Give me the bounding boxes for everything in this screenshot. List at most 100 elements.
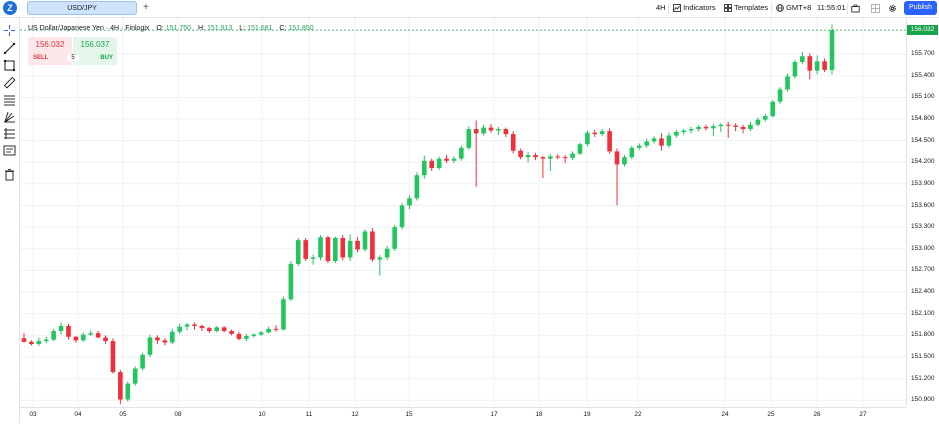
indicators-button[interactable]: Indicators xyxy=(673,3,716,13)
candle-body xyxy=(192,324,197,326)
sell-price: 156.032 xyxy=(35,40,65,49)
time-tick-label: 27 xyxy=(859,411,867,418)
time-tick-label: 15 xyxy=(405,411,413,418)
crosshair-tool[interactable] xyxy=(3,24,16,37)
price-axis[interactable]: 155.700 155.400 155.100 154.800 154.500 154.2… xyxy=(906,18,939,406)
candle-body xyxy=(21,338,27,342)
candle-body xyxy=(214,327,220,331)
rectangle-tool[interactable] xyxy=(3,59,16,72)
chart-legend: US Dollar/Japanese Yen · 4H · Finlogix O… xyxy=(28,24,314,33)
candle-body xyxy=(711,126,716,129)
candle-body xyxy=(370,231,375,260)
time-tick-label: 08 xyxy=(174,411,182,418)
briefcase-icon xyxy=(851,4,860,12)
divider xyxy=(668,3,669,14)
time-tick-label: 17 xyxy=(490,411,498,418)
time-tick-label: 24 xyxy=(721,411,729,418)
candle-body xyxy=(451,158,457,161)
ruler-icon xyxy=(3,76,16,89)
price-tick-label: 152.100 xyxy=(911,309,935,317)
buy-price: 156.037 xyxy=(80,40,110,49)
sell-button[interactable]: 156.032 SELL xyxy=(28,37,72,65)
candle-body xyxy=(681,130,687,132)
add-tab-button[interactable]: + xyxy=(143,2,149,13)
candle-body xyxy=(118,372,123,400)
candle-body xyxy=(258,332,264,335)
time-axis[interactable]: 03 04 05 08 10 11 12 15 17 18 19 22 24 25 26 27 xyxy=(20,407,906,424)
candle-body xyxy=(659,138,664,146)
candle-body xyxy=(570,153,575,158)
open-value: 151.750 xyxy=(165,25,192,32)
current-price-label: 156.032 xyxy=(907,25,938,36)
candle-body xyxy=(318,237,323,258)
app-logo-icon[interactable]: Z xyxy=(3,1,17,15)
candle-body xyxy=(155,337,160,341)
layout-grid-icon xyxy=(871,3,880,13)
candle-body xyxy=(770,101,775,117)
candle-body xyxy=(636,145,642,148)
indicators-icon xyxy=(673,4,681,12)
candle-body xyxy=(103,337,108,342)
candle-body xyxy=(548,156,553,159)
open-key: O: xyxy=(156,25,164,32)
pitchfork-icon xyxy=(4,111,15,123)
candle-body xyxy=(73,336,79,341)
price-tick-label: 151.800 xyxy=(911,331,935,339)
candle-body xyxy=(36,341,42,344)
high-value: 151.913 xyxy=(207,25,233,32)
candle-body xyxy=(814,61,820,71)
candle-body xyxy=(95,333,101,338)
candle-body xyxy=(436,158,442,169)
candle-body xyxy=(755,119,761,125)
candle-body xyxy=(488,127,494,131)
candle-body xyxy=(466,129,472,148)
candle-body xyxy=(696,126,701,130)
layout-button[interactable] xyxy=(871,3,880,13)
candle-body xyxy=(147,337,153,355)
trend-line-tool[interactable] xyxy=(3,42,16,55)
candle-body xyxy=(688,129,694,131)
candle-body xyxy=(725,124,731,126)
symbol-tab[interactable]: USD/JPY xyxy=(27,1,137,15)
candle-body xyxy=(510,134,516,151)
candle-body xyxy=(555,156,561,158)
crosshair-icon xyxy=(4,25,15,36)
publish-button[interactable]: Publish xyxy=(904,1,937,15)
candle-body xyxy=(525,155,531,158)
ruler-tool[interactable] xyxy=(3,76,16,89)
snapshot-button[interactable] xyxy=(851,3,860,13)
candle-body xyxy=(481,127,486,134)
price-tick-label: 155.100 xyxy=(911,93,935,101)
candle-body xyxy=(43,339,49,342)
price-tick-label: 151.500 xyxy=(911,352,935,360)
timezone-button[interactable]: GMT+8 xyxy=(776,3,811,13)
time-tick-label: 04 xyxy=(74,411,82,418)
candle-body xyxy=(51,330,56,340)
interval-button[interactable]: 4H xyxy=(656,3,666,12)
candle-body xyxy=(503,129,509,135)
buy-button[interactable]: 156.037 BUY xyxy=(73,37,117,65)
text-note-tool[interactable] xyxy=(3,144,16,157)
candle-body xyxy=(169,331,175,343)
candle-body xyxy=(58,325,64,331)
pitchfork-tool[interactable] xyxy=(3,110,16,123)
fib-tool[interactable] xyxy=(3,93,16,106)
candle-body xyxy=(585,132,590,145)
top-toolbar: Z USD/JPY + 4H Indicators Templates GMT+… xyxy=(0,0,939,18)
candle-body xyxy=(340,237,346,258)
candle-body xyxy=(266,328,271,333)
templates-button[interactable]: Templates xyxy=(724,3,768,13)
settings-button[interactable] xyxy=(888,3,897,13)
candle-body xyxy=(288,263,294,300)
price-tick-label: 154.800 xyxy=(911,114,935,122)
candle-body xyxy=(229,330,234,334)
price-tick-label: 153.000 xyxy=(911,244,935,252)
candle-body xyxy=(355,240,360,250)
gann-tool[interactable] xyxy=(3,127,16,140)
candle-body xyxy=(740,126,746,130)
quantity-input[interactable]: 5 xyxy=(67,55,79,61)
delete-drawings-tool[interactable] xyxy=(3,168,16,181)
candle-body xyxy=(533,155,538,158)
candle-body xyxy=(310,257,316,259)
